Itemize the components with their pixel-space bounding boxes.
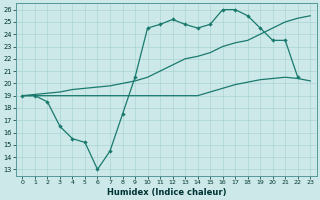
X-axis label: Humidex (Indice chaleur): Humidex (Indice chaleur) [107, 188, 226, 197]
